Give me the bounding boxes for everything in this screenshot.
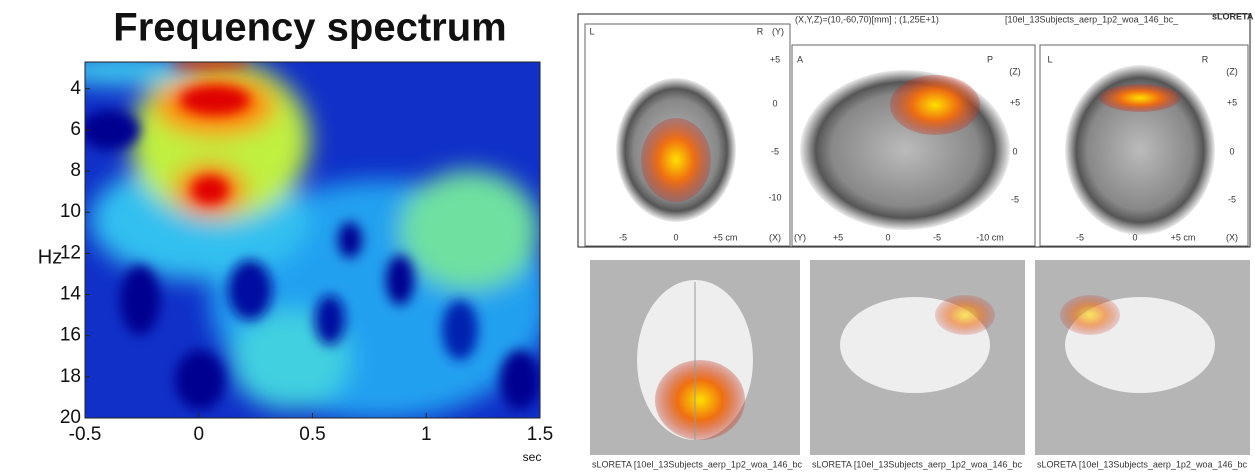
y-tick-label: 14 xyxy=(60,284,82,305)
y-tick-label: 4 xyxy=(70,78,81,99)
brain-activation xyxy=(655,360,745,440)
heatmap xyxy=(85,62,540,418)
captions-label: sLORETA [10el_13Subjects_aerp_1p2_woa_14… xyxy=(812,459,1022,469)
coronal-label: 0 xyxy=(1229,146,1234,156)
y-tick-label: 8 xyxy=(70,160,81,181)
coronal-label: +5 xyxy=(1227,97,1237,107)
coronal-label: 0 xyxy=(1132,232,1137,242)
x-tick-label: 1 xyxy=(421,424,432,445)
sagittal-label: -5 xyxy=(933,232,941,242)
coronal-activation xyxy=(1100,84,1180,112)
sagittal-label: 0 xyxy=(1012,146,1017,156)
brain-activation xyxy=(935,295,995,335)
coronal-label: +5 cm xyxy=(1171,232,1196,242)
brain-activation xyxy=(1060,295,1120,335)
axial-label: +5 cm xyxy=(713,232,738,242)
y-tick-label: 6 xyxy=(70,119,81,140)
x-tick-label: 1.5 xyxy=(527,424,553,445)
axial-label: +5 xyxy=(770,54,780,64)
axial-label: 0 xyxy=(673,232,678,242)
coronal-label: (Z) xyxy=(1226,66,1238,76)
sagittal-label: -5 xyxy=(1011,194,1019,204)
axial-activation xyxy=(641,118,711,202)
y-tick-label: 18 xyxy=(60,366,81,387)
y-tick-label: 16 xyxy=(60,325,81,346)
axial-label: R xyxy=(757,26,764,36)
y-tick-label: 20 xyxy=(60,407,81,428)
header-label: sLORETA xyxy=(1212,11,1254,21)
x-tick-label: -0.5 xyxy=(69,424,102,445)
axial-label: -5 xyxy=(619,232,627,242)
sagittal-label: A xyxy=(797,54,803,64)
x-tick-label: 0.5 xyxy=(299,424,325,445)
header-label: [10el_13Subjects_aerp_1p2_woa_146_bc_ xyxy=(1005,14,1179,24)
sagittal-label: (Y) xyxy=(794,232,806,242)
sagittal-label: (Z) xyxy=(1009,66,1021,76)
axial-label: -5 xyxy=(771,146,779,156)
y-axis-label: Hz xyxy=(38,246,62,268)
coronal-brain xyxy=(1065,65,1215,235)
y-tick-label: 12 xyxy=(60,242,81,263)
sagittal-label: +5 xyxy=(1010,97,1020,107)
x-axis-label: sec xyxy=(523,450,542,464)
axial-label: L xyxy=(589,26,594,36)
sagittal-label: -10 cm xyxy=(976,232,1004,242)
coronal-label: -5 xyxy=(1228,194,1236,204)
header-label: (X,Y,Z)=(10,-60,70)[mm] ; (1,25E+1) xyxy=(795,14,939,24)
sagittal-activation xyxy=(890,75,980,135)
sagittal-label: +5 xyxy=(833,232,843,242)
captions-label: sLORETA [10el_13Subjects_aerp_1p2_woa_14… xyxy=(592,459,802,469)
axial-label: (Y) xyxy=(772,26,784,36)
sagittal-label: 0 xyxy=(885,232,890,242)
captions-label: sLORETA [10el_13Subjects_aerp_1p2_woa_14… xyxy=(1037,459,1247,469)
axial-label: 0 xyxy=(772,98,777,108)
y-tick-label: 10 xyxy=(60,201,81,222)
x-tick-label: 0 xyxy=(193,424,204,445)
axial-label: -10 xyxy=(768,192,781,202)
coronal-label: L xyxy=(1047,54,1052,64)
sagittal-label: P xyxy=(987,54,993,64)
axial-label: (X) xyxy=(769,232,781,242)
coronal-label: R xyxy=(1202,54,1209,64)
chart-title: Frequency spectrum xyxy=(113,6,506,50)
coronal-label: (X) xyxy=(1226,232,1238,242)
coronal-label: -5 xyxy=(1076,232,1084,242)
